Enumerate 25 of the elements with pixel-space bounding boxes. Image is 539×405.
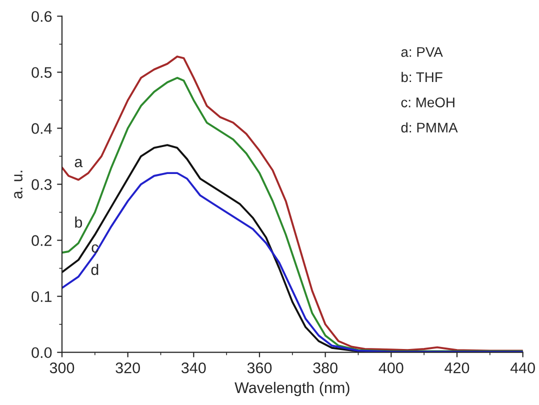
annotation: a: PVA xyxy=(401,47,443,57)
x-tick-label: 380 xyxy=(313,362,338,374)
annotation: c: MeOH xyxy=(401,97,454,108)
series-label: d xyxy=(91,264,98,276)
x-tick-label: 420 xyxy=(444,362,470,374)
x-tick-label: 440 xyxy=(510,362,535,374)
y-tick-label: 0.3 xyxy=(32,179,52,190)
x-tick-label: 320 xyxy=(116,362,140,374)
annotation: d: PMMA xyxy=(401,122,458,133)
y-tick-label: 0.5 xyxy=(32,67,52,78)
y-tick-label: 0.1 xyxy=(32,291,52,302)
y-axis-title: a. u. xyxy=(14,170,22,198)
y-tick-label: 0.2 xyxy=(32,235,52,246)
x-axis-title: Wavelength (nm) xyxy=(234,382,350,396)
series-label: b xyxy=(75,216,82,228)
y-tick-label: 0.4 xyxy=(32,123,52,134)
series-label: c xyxy=(92,244,98,253)
series-label: a xyxy=(74,158,83,168)
annotation: b: THF xyxy=(402,72,442,82)
x-tick-label: 400 xyxy=(378,362,404,374)
x-tick-label: 360 xyxy=(247,362,272,374)
x-tick-label: 300 xyxy=(50,362,74,374)
y-tick-label: 0.0 xyxy=(32,347,52,358)
y-tick-label: 0.6 xyxy=(32,11,52,22)
x-tick-label: 340 xyxy=(181,362,206,374)
